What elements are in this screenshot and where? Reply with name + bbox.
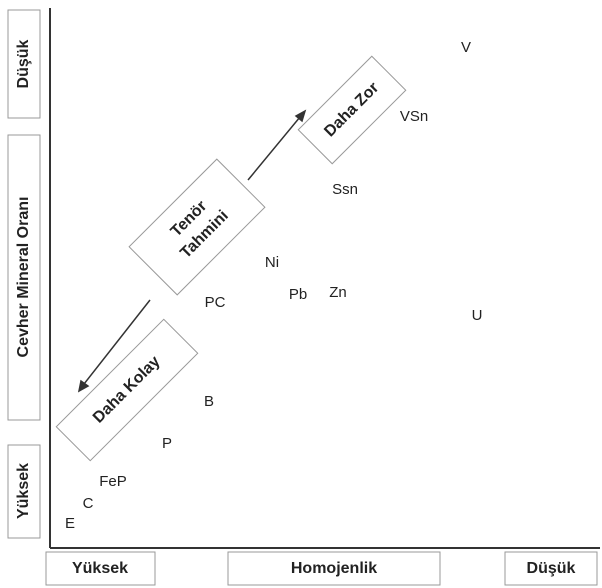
arrow <box>247 116 301 181</box>
estimate-box: Tenör Tahmini <box>128 158 266 296</box>
label-box <box>7 134 41 421</box>
point-label: P <box>162 435 172 452</box>
point-label: B <box>204 393 214 410</box>
point-label: E <box>65 515 75 532</box>
arrow-head <box>294 109 307 123</box>
y-title: Cevher Mineral Oranı <box>15 197 32 358</box>
label-box <box>504 551 598 586</box>
point-label: Ni <box>265 254 279 271</box>
point-label: C <box>83 495 94 512</box>
y-low-label: Yüksek <box>15 463 32 519</box>
point-label: Pb <box>289 286 307 303</box>
point-label: VSn <box>400 108 428 125</box>
point-label: FeP <box>99 473 127 490</box>
label-box <box>227 551 441 586</box>
x-high-label: Düşük <box>527 560 576 577</box>
box <box>55 318 199 462</box>
point-label: U <box>472 307 483 324</box>
label-box <box>7 9 41 119</box>
point-label: V <box>461 39 471 56</box>
point-label: PC <box>205 294 226 311</box>
arrow <box>83 299 151 385</box>
x-low-label: Yüksek <box>72 560 128 577</box>
arrows <box>77 109 307 393</box>
x-title: Homojenlik <box>291 560 377 577</box>
easier-box: Daha Kolay <box>55 318 199 462</box>
label-box <box>45 551 156 586</box>
label-box <box>7 444 41 539</box>
point-label: Zn <box>329 284 347 301</box>
harder-box: Daha Zor <box>297 55 407 165</box>
y-high-label: Düşük <box>15 39 32 88</box>
point-label: Ssn <box>332 181 358 198</box>
box <box>297 55 407 165</box>
arrow-head <box>77 379 90 393</box>
box <box>128 158 266 296</box>
